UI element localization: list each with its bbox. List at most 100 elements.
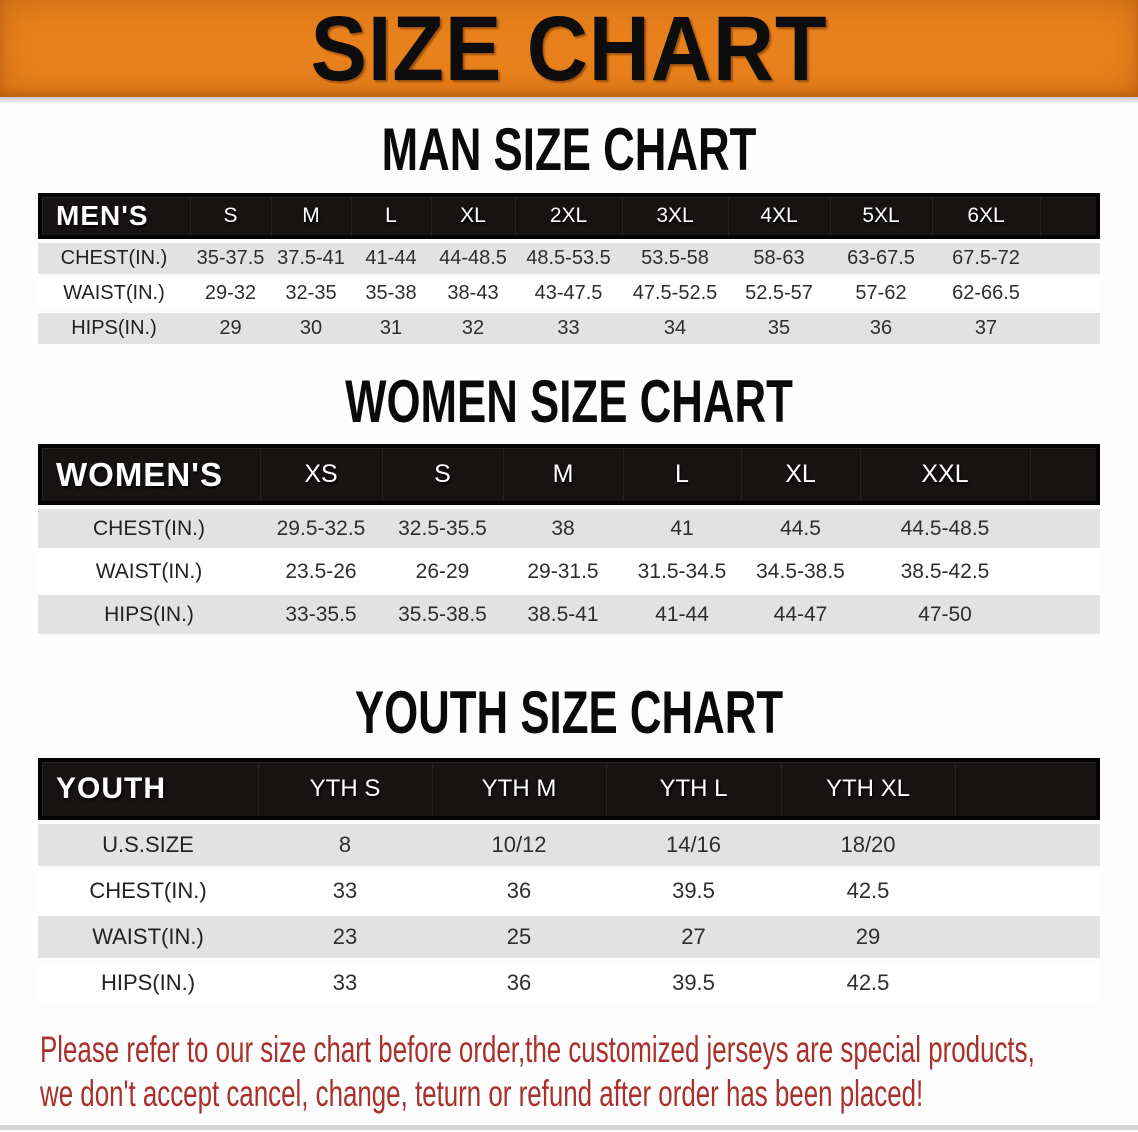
notice-line-1: Please refer to our size chart before or… bbox=[40, 1029, 1035, 1070]
size-value: 43-47.5 bbox=[515, 278, 622, 309]
youth-table-row: HIPS(IN.) 33 36 39.5 42.5 bbox=[38, 962, 1100, 1004]
size-value: 42.5 bbox=[781, 962, 955, 1004]
size-value: 47-50 bbox=[860, 595, 1030, 634]
row-filler bbox=[1040, 278, 1100, 309]
size-value: 8 bbox=[258, 824, 432, 866]
order-notice: Please refer to our size chart before or… bbox=[40, 1028, 1138, 1116]
size-value: 44.5-48.5 bbox=[860, 509, 1030, 548]
size-value: 37 bbox=[932, 313, 1040, 344]
measurement-label: WAIST(IN.) bbox=[38, 916, 258, 958]
size-value: 32 bbox=[431, 313, 515, 344]
size-value: 44-47 bbox=[741, 595, 860, 634]
women-table-row: WAIST(IN.) 23.5-26 26-29 29-31.5 31.5-34.5 34… bbox=[38, 552, 1100, 591]
size-value: 62-66.5 bbox=[932, 278, 1040, 309]
row-filler bbox=[1040, 313, 1100, 344]
size-value: 34.5-38.5 bbox=[741, 552, 860, 591]
size-column-header: M bbox=[503, 444, 623, 505]
size-column-header: XS bbox=[260, 444, 382, 505]
size-column-header: XXL bbox=[860, 444, 1030, 505]
youth-table-body: U.S.SIZE 8 10/12 14/16 18/20 CHEST(IN.) 33 36 39… bbox=[38, 824, 1100, 1004]
size-value: 38 bbox=[503, 509, 623, 548]
row-filler bbox=[955, 824, 1100, 866]
size-value: 35-37.5 bbox=[190, 243, 271, 274]
men-size-table: MEN'S S M L XL 2XL 3XL 4XL 5XL 6XL CHEST(IN.) 35-3… bbox=[38, 189, 1100, 348]
size-value: 14/16 bbox=[606, 824, 781, 866]
header-filler bbox=[955, 758, 1100, 820]
size-value: 41-44 bbox=[351, 243, 431, 274]
measurement-label: CHEST(IN.) bbox=[38, 509, 260, 548]
men-table-body: CHEST(IN.) 35-37.5 37.5-41 41-44 44-48.5 48.5… bbox=[38, 243, 1100, 344]
size-value: 29.5-32.5 bbox=[260, 509, 382, 548]
row-filler bbox=[955, 962, 1100, 1004]
measurement-label: CHEST(IN.) bbox=[38, 243, 190, 274]
size-chart-banner: SIZE CHART bbox=[0, 0, 1138, 97]
size-value: 41-44 bbox=[623, 595, 741, 634]
row-filler bbox=[955, 870, 1100, 912]
size-value: 33 bbox=[258, 870, 432, 912]
women-header-row: WOMEN'S XS S M L XL XXL bbox=[38, 444, 1100, 505]
size-value: 31.5-34.5 bbox=[623, 552, 741, 591]
size-value: 29-31.5 bbox=[503, 552, 623, 591]
banner-title: SIZE CHART bbox=[310, 0, 828, 100]
size-value: 36 bbox=[432, 870, 606, 912]
size-value: 48.5-53.5 bbox=[515, 243, 622, 274]
women-table-row: HIPS(IN.) 33-35.5 35.5-38.5 38.5-41 41-44 44-… bbox=[38, 595, 1100, 634]
measurement-label: WAIST(IN.) bbox=[38, 552, 260, 591]
size-value: 29-32 bbox=[190, 278, 271, 309]
size-column-header: YTH M bbox=[432, 758, 606, 820]
youth-table-row: CHEST(IN.) 33 36 39.5 42.5 bbox=[38, 870, 1100, 912]
size-column-header: S bbox=[190, 193, 271, 239]
size-value: 67.5-72 bbox=[932, 243, 1040, 274]
size-column-header: 4XL bbox=[728, 193, 830, 239]
measurement-label: WAIST(IN.) bbox=[38, 278, 190, 309]
men-section-title: MAN SIZE CHART bbox=[381, 116, 757, 183]
size-value: 63-67.5 bbox=[830, 243, 932, 274]
men-table-header: MEN'S S M L XL 2XL 3XL 4XL 5XL 6XL bbox=[38, 193, 1100, 239]
size-value: 25 bbox=[432, 916, 606, 958]
size-value: 35 bbox=[728, 313, 830, 344]
women-table-header: WOMEN'S XS S M L XL XXL bbox=[38, 444, 1100, 505]
row-filler bbox=[1030, 552, 1100, 591]
size-value: 26-29 bbox=[382, 552, 503, 591]
header-filler bbox=[1030, 444, 1100, 505]
men-header-row: MEN'S S M L XL 2XL 3XL 4XL 5XL 6XL bbox=[38, 193, 1100, 239]
header-filler bbox=[1040, 193, 1100, 239]
women-table-body: CHEST(IN.) 29.5-32.5 32.5-35.5 38 41 44.5 44.5… bbox=[38, 509, 1100, 634]
size-column-header: XL bbox=[741, 444, 860, 505]
measurement-label: U.S.SIZE bbox=[38, 824, 258, 866]
men-corner-label: MEN'S bbox=[38, 193, 190, 239]
women-corner-label: WOMEN'S bbox=[38, 444, 260, 505]
size-value: 35-38 bbox=[351, 278, 431, 309]
size-value: 57-62 bbox=[830, 278, 932, 309]
size-value: 44-48.5 bbox=[431, 243, 515, 274]
size-value: 33 bbox=[258, 962, 432, 1004]
men-table-row: CHEST(IN.) 35-37.5 37.5-41 41-44 44-48.5 48.5… bbox=[38, 243, 1100, 274]
row-filler bbox=[1030, 595, 1100, 634]
size-value: 53.5-58 bbox=[622, 243, 728, 274]
size-value: 18/20 bbox=[781, 824, 955, 866]
bottom-edge-shadow bbox=[0, 1125, 1138, 1130]
measurement-label: HIPS(IN.) bbox=[38, 313, 190, 344]
size-value: 10/12 bbox=[432, 824, 606, 866]
youth-table-row: WAIST(IN.) 23 25 27 29 bbox=[38, 916, 1100, 958]
size-value: 36 bbox=[432, 962, 606, 1004]
youth-table-header: YOUTH YTH S YTH M YTH L YTH XL bbox=[38, 758, 1100, 820]
size-column-header: XL bbox=[431, 193, 515, 239]
size-value: 33-35.5 bbox=[260, 595, 382, 634]
men-table-row: WAIST(IN.) 29-32 32-35 35-38 38-43 43-47.5 47.… bbox=[38, 278, 1100, 309]
women-size-table: WOMEN'S XS S M L XL XXL CHEST(IN.) 29.5-32.5 32.… bbox=[38, 440, 1100, 638]
women-section-title: WOMEN SIZE CHART bbox=[345, 368, 793, 435]
size-value: 58-63 bbox=[728, 243, 830, 274]
notice-line-2: we don't accept cancel, change, teturn o… bbox=[40, 1073, 924, 1114]
youth-header-row: YOUTH YTH S YTH M YTH L YTH XL bbox=[38, 758, 1100, 820]
size-column-header: 5XL bbox=[830, 193, 932, 239]
row-filler bbox=[955, 916, 1100, 958]
size-value: 27 bbox=[606, 916, 781, 958]
size-value: 38.5-42.5 bbox=[860, 552, 1030, 591]
size-value: 38-43 bbox=[431, 278, 515, 309]
size-column-header: M bbox=[271, 193, 351, 239]
size-value: 42.5 bbox=[781, 870, 955, 912]
size-value: 32.5-35.5 bbox=[382, 509, 503, 548]
size-value: 30 bbox=[271, 313, 351, 344]
size-value: 23 bbox=[258, 916, 432, 958]
